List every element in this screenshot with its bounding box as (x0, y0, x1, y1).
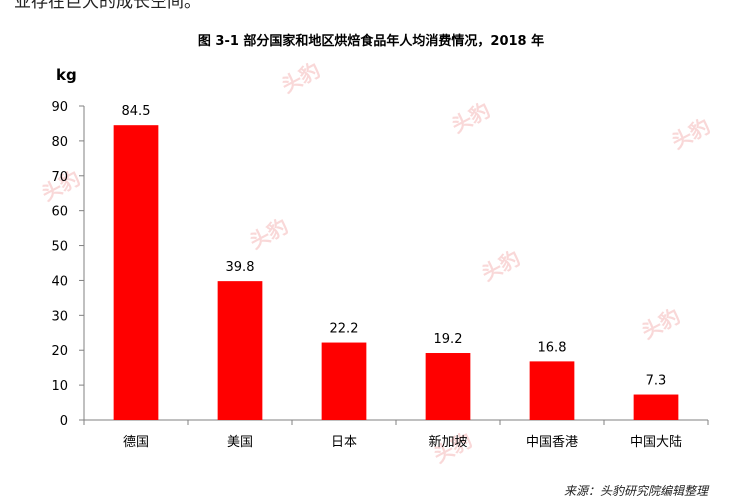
y-tick-label: 60 (51, 205, 68, 220)
data-label: 84.5 (122, 104, 151, 119)
bar (633, 394, 679, 420)
y-tick-label: 0 (60, 414, 68, 429)
data-label: 16.8 (538, 340, 567, 355)
data-label: 22.2 (330, 322, 359, 337)
bar (529, 361, 575, 420)
x-tick-label: 日本 (331, 435, 357, 450)
preceding-text-fragment: 业存在巨大的成长空间。 (14, 0, 201, 12)
x-tick-label: 德国 (123, 435, 149, 450)
y-tick-label: 30 (51, 309, 68, 324)
x-tick-label: 新加坡 (428, 434, 467, 450)
data-label: 39.8 (226, 260, 255, 275)
x-tick-label: 美国 (227, 435, 253, 450)
bar (217, 281, 263, 420)
data-label: 7.3 (646, 374, 667, 389)
figure-title: 图 3-1 部分国家和地区烘焙食品年人均消费情况，2018 年 (197, 34, 545, 49)
y-tick-label: 90 (51, 100, 68, 115)
source-note: 来源：头豹研究院编辑整理 (563, 484, 708, 498)
y-axis-unit-label: kg (56, 66, 77, 84)
bar (113, 125, 159, 420)
data-label: 19.2 (434, 332, 463, 347)
x-tick-label: 中国大陆 (630, 434, 682, 450)
y-tick-label: 80 (51, 135, 68, 150)
bar (425, 353, 471, 420)
y-tick-label: 20 (51, 344, 68, 359)
bar (321, 342, 367, 420)
y-tick-label: 70 (51, 170, 68, 185)
y-tick-label: 50 (51, 240, 68, 255)
y-tick-label: 10 (51, 379, 68, 394)
x-tick-label: 中国香港 (526, 435, 578, 450)
y-tick-label: 40 (51, 274, 68, 289)
